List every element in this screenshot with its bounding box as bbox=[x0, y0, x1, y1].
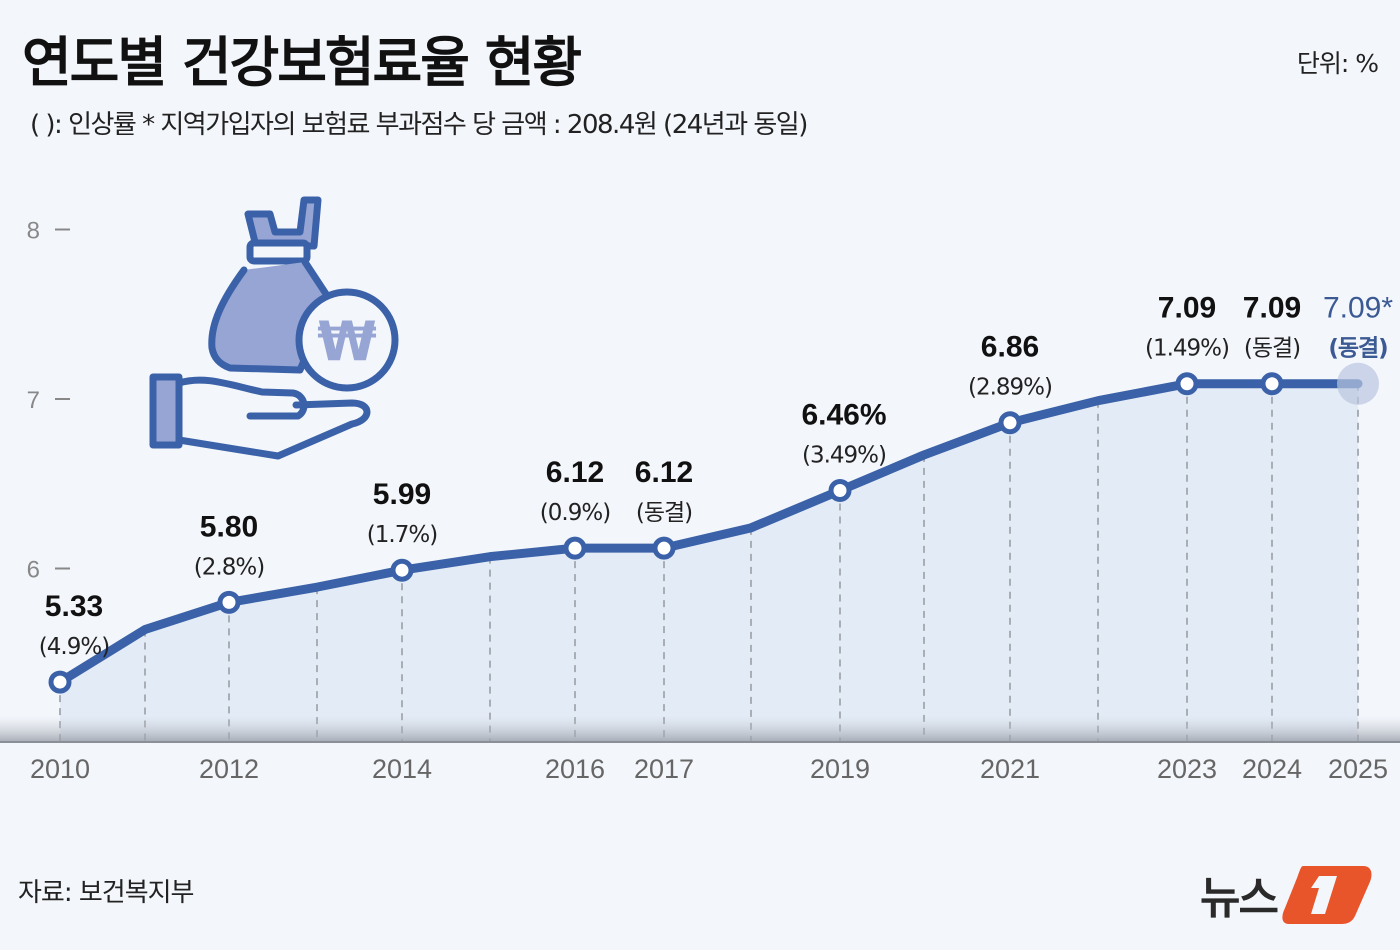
page-title: 연도별 건강보험료율 현황 bbox=[22, 31, 582, 94]
y-axis: 6 7 8 bbox=[27, 218, 70, 584]
data-marker bbox=[217, 590, 241, 614]
change-label: (동결) bbox=[636, 500, 692, 526]
data-markers bbox=[48, 362, 1379, 694]
change-label: (3.49%) bbox=[802, 443, 886, 469]
value-label: 5.80 bbox=[200, 510, 258, 543]
data-marker bbox=[390, 558, 414, 582]
baseline bbox=[0, 741, 1400, 743]
value-label: 7.09 bbox=[1158, 292, 1216, 325]
value-label: 7.09 bbox=[1243, 292, 1301, 325]
value-label: 6.86 bbox=[981, 331, 1039, 364]
logo-mark-icon bbox=[1282, 866, 1372, 924]
y-tick-label: 7 bbox=[27, 387, 40, 414]
value-label: 7.09* bbox=[1323, 292, 1393, 325]
news1-logo: 뉴스 bbox=[1200, 862, 1373, 926]
vertical-gridlines bbox=[59, 383, 1359, 741]
data-marker bbox=[48, 670, 72, 694]
x-tick-label: 2023 bbox=[1157, 754, 1217, 784]
data-labels: 5.33 (4.9%) 5.80 (2.8%) 5.99 (1.7%) 6.12 (0.9%)… bbox=[39, 292, 1394, 660]
value-label: 5.33 bbox=[45, 590, 103, 623]
x-tick-label: 2019 bbox=[810, 754, 870, 784]
baseline-shadow bbox=[0, 716, 1400, 742]
y-tick-label: 6 bbox=[27, 557, 40, 584]
value-label: 5.99 bbox=[373, 478, 431, 511]
x-axis: 2010 2012 2014 2016 2017 2019 2021 2023 2024 2025 bbox=[30, 754, 1388, 784]
unit-label: 단위: % bbox=[1296, 49, 1379, 78]
value-label: 6.12 bbox=[635, 456, 693, 489]
data-line bbox=[55, 379, 1363, 687]
hand-money-bag-won-icon: ₩ bbox=[149, 196, 399, 460]
logo-text: 뉴스 bbox=[1200, 873, 1279, 924]
data-marker bbox=[1260, 372, 1284, 396]
value-label: 6.12 bbox=[546, 456, 604, 489]
x-tick-label: 2017 bbox=[634, 754, 694, 784]
area-fill bbox=[60, 383, 1358, 741]
change-label: (4.9%) bbox=[39, 634, 109, 660]
x-tick-label: 2010 bbox=[30, 754, 90, 784]
change-label: (0.9%) bbox=[540, 500, 610, 526]
change-label: (동결) bbox=[1244, 336, 1300, 362]
data-marker bbox=[998, 411, 1022, 435]
change-label: (1.7%) bbox=[367, 522, 437, 548]
x-tick-label: 2012 bbox=[199, 754, 259, 784]
x-tick-label: 2014 bbox=[372, 754, 432, 784]
x-tick-label: 2021 bbox=[980, 754, 1040, 784]
x-tick-label: 2016 bbox=[545, 754, 605, 784]
chart-subtitle-note: ( ): 인상률 * 지역가입자의 보험료 부과점수 당 금액 : 208.4원… bbox=[30, 110, 808, 140]
data-marker bbox=[563, 536, 587, 560]
x-tick-label: 2025 bbox=[1328, 754, 1388, 784]
change-label: (2.89%) bbox=[968, 375, 1052, 401]
data-marker bbox=[652, 536, 676, 560]
x-tick-label: 2024 bbox=[1242, 754, 1302, 784]
source-label: 자료: 보건복지부 bbox=[18, 878, 194, 908]
change-label: (동결) bbox=[1328, 336, 1387, 362]
change-label: (1.49%) bbox=[1145, 336, 1229, 362]
svg-text:₩: ₩ bbox=[317, 310, 377, 373]
y-tick-label: 8 bbox=[27, 218, 40, 245]
data-marker bbox=[1175, 372, 1199, 396]
change-label: (2.8%) bbox=[194, 554, 264, 580]
value-label: 6.46% bbox=[801, 399, 886, 432]
data-marker bbox=[828, 479, 852, 503]
highlight-marker bbox=[1337, 362, 1379, 405]
